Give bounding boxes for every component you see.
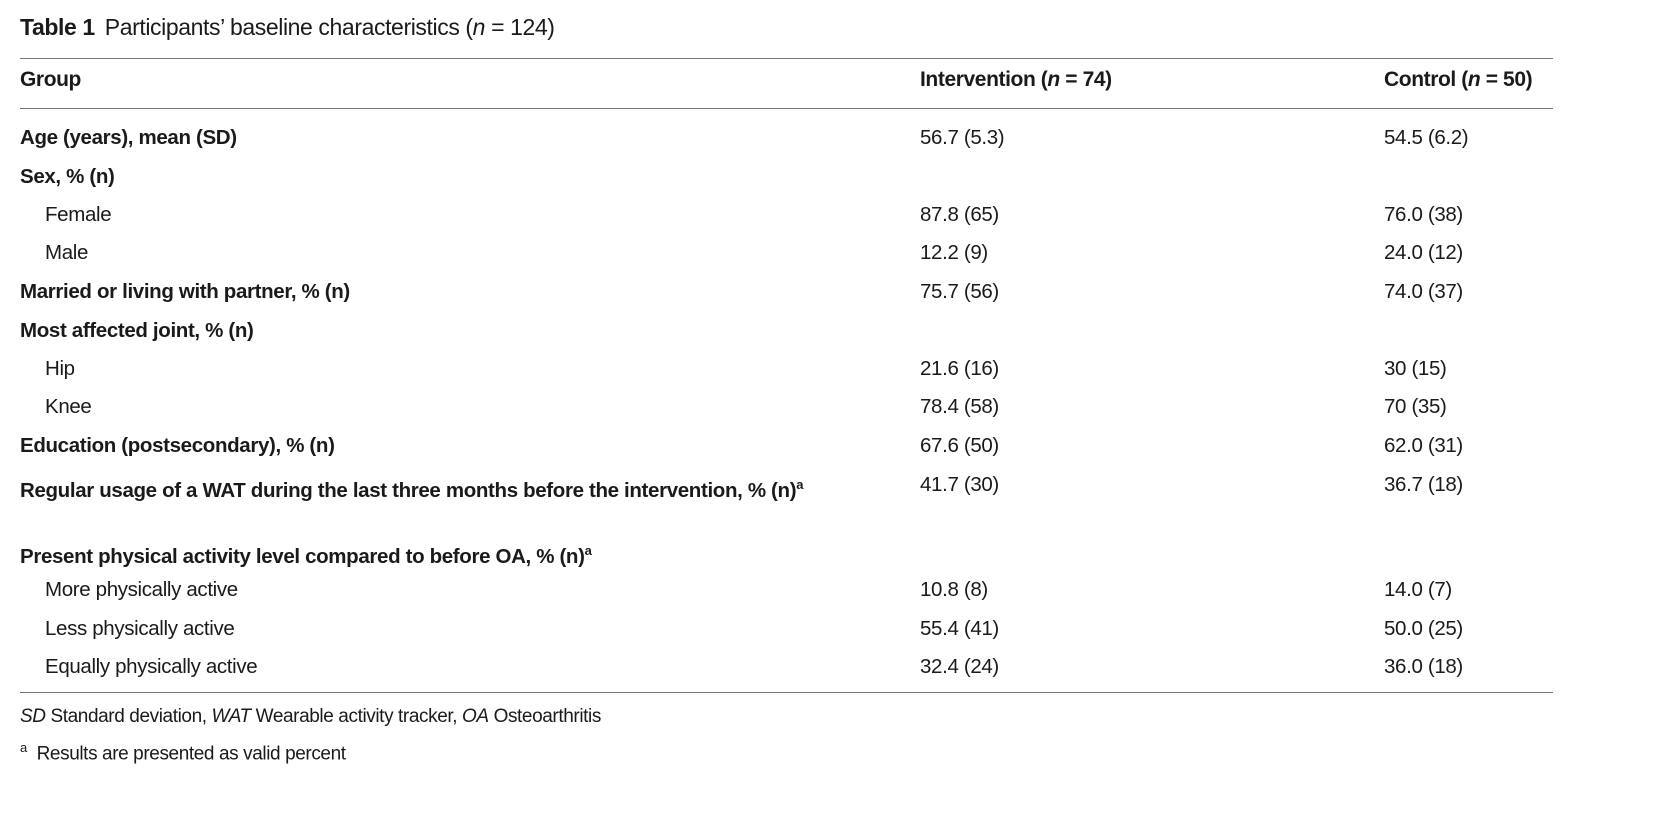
header-rule <box>20 108 1553 109</box>
row-label: Most affected joint, % (n) <box>20 319 254 342</box>
control-value: 62.0 (31) <box>1384 434 1463 457</box>
top-rule <box>20 58 1553 59</box>
control-value: 74.0 (37) <box>1384 280 1463 303</box>
intervention-value: 87.8 (65) <box>920 203 999 226</box>
row-label: Knee <box>45 395 92 418</box>
row-label: Age (years), mean (SD) <box>20 126 237 149</box>
row-label: Married or living with partner, % (n) <box>20 280 350 303</box>
intervention-value: 67.6 (50) <box>920 434 999 457</box>
row-label: Less physically active <box>45 617 235 640</box>
column-header-group: Group <box>20 68 81 91</box>
bottom-rule <box>20 692 1553 693</box>
row-label: Male <box>45 241 89 264</box>
control-value: 70 (35) <box>1384 395 1447 418</box>
intervention-value: 55.4 (41) <box>920 617 999 640</box>
column-header-control: Control (n = 50) <box>1384 68 1533 91</box>
control-value: 76.0 (38) <box>1384 203 1463 226</box>
control-value: 36.0 (18) <box>1384 655 1463 678</box>
intervention-value: 41.7 (30) <box>920 473 999 496</box>
row-label: Present physical activity level compared… <box>20 543 592 568</box>
intervention-value: 56.7 (5.3) <box>920 126 1005 149</box>
row-label: Regular usage of a WAT during the last t… <box>20 477 804 502</box>
footnote-marker: a <box>584 543 592 558</box>
row-label: Equally physically active <box>45 655 258 678</box>
intervention-value: 32.4 (24) <box>920 655 999 678</box>
control-value: 30 (15) <box>1384 357 1447 380</box>
intervention-value: 75.7 (56) <box>920 280 999 303</box>
footnote-a: a Results are presented as valid percent <box>20 740 346 765</box>
intervention-value: 78.4 (58) <box>920 395 999 418</box>
intervention-value: 21.6 (16) <box>920 357 999 380</box>
control-value: 36.7 (18) <box>1384 473 1463 496</box>
control-value: 54.5 (6.2) <box>1384 126 1469 149</box>
row-label: Hip <box>45 357 75 380</box>
row-label: Female <box>45 203 112 226</box>
intervention-value: 10.8 (8) <box>920 578 988 601</box>
control-value: 14.0 (7) <box>1384 578 1452 601</box>
control-value: 24.0 (12) <box>1384 241 1463 264</box>
table-title: Table 1 Participants’ baseline characteri… <box>20 14 555 40</box>
row-label: Sex, % (n) <box>20 165 115 188</box>
table-number: Table 1 <box>20 14 95 40</box>
abbreviations-footnote: SD Standard deviation, WAT Wearable acti… <box>20 706 601 727</box>
row-label: Education (postsecondary), % (n) <box>20 434 335 457</box>
intervention-value: 12.2 (9) <box>920 241 988 264</box>
row-label: More physically active <box>45 578 238 601</box>
control-value: 50.0 (25) <box>1384 617 1463 640</box>
column-header-intervention: Intervention (n = 74) <box>920 68 1112 91</box>
footnote-marker: a <box>796 477 804 492</box>
